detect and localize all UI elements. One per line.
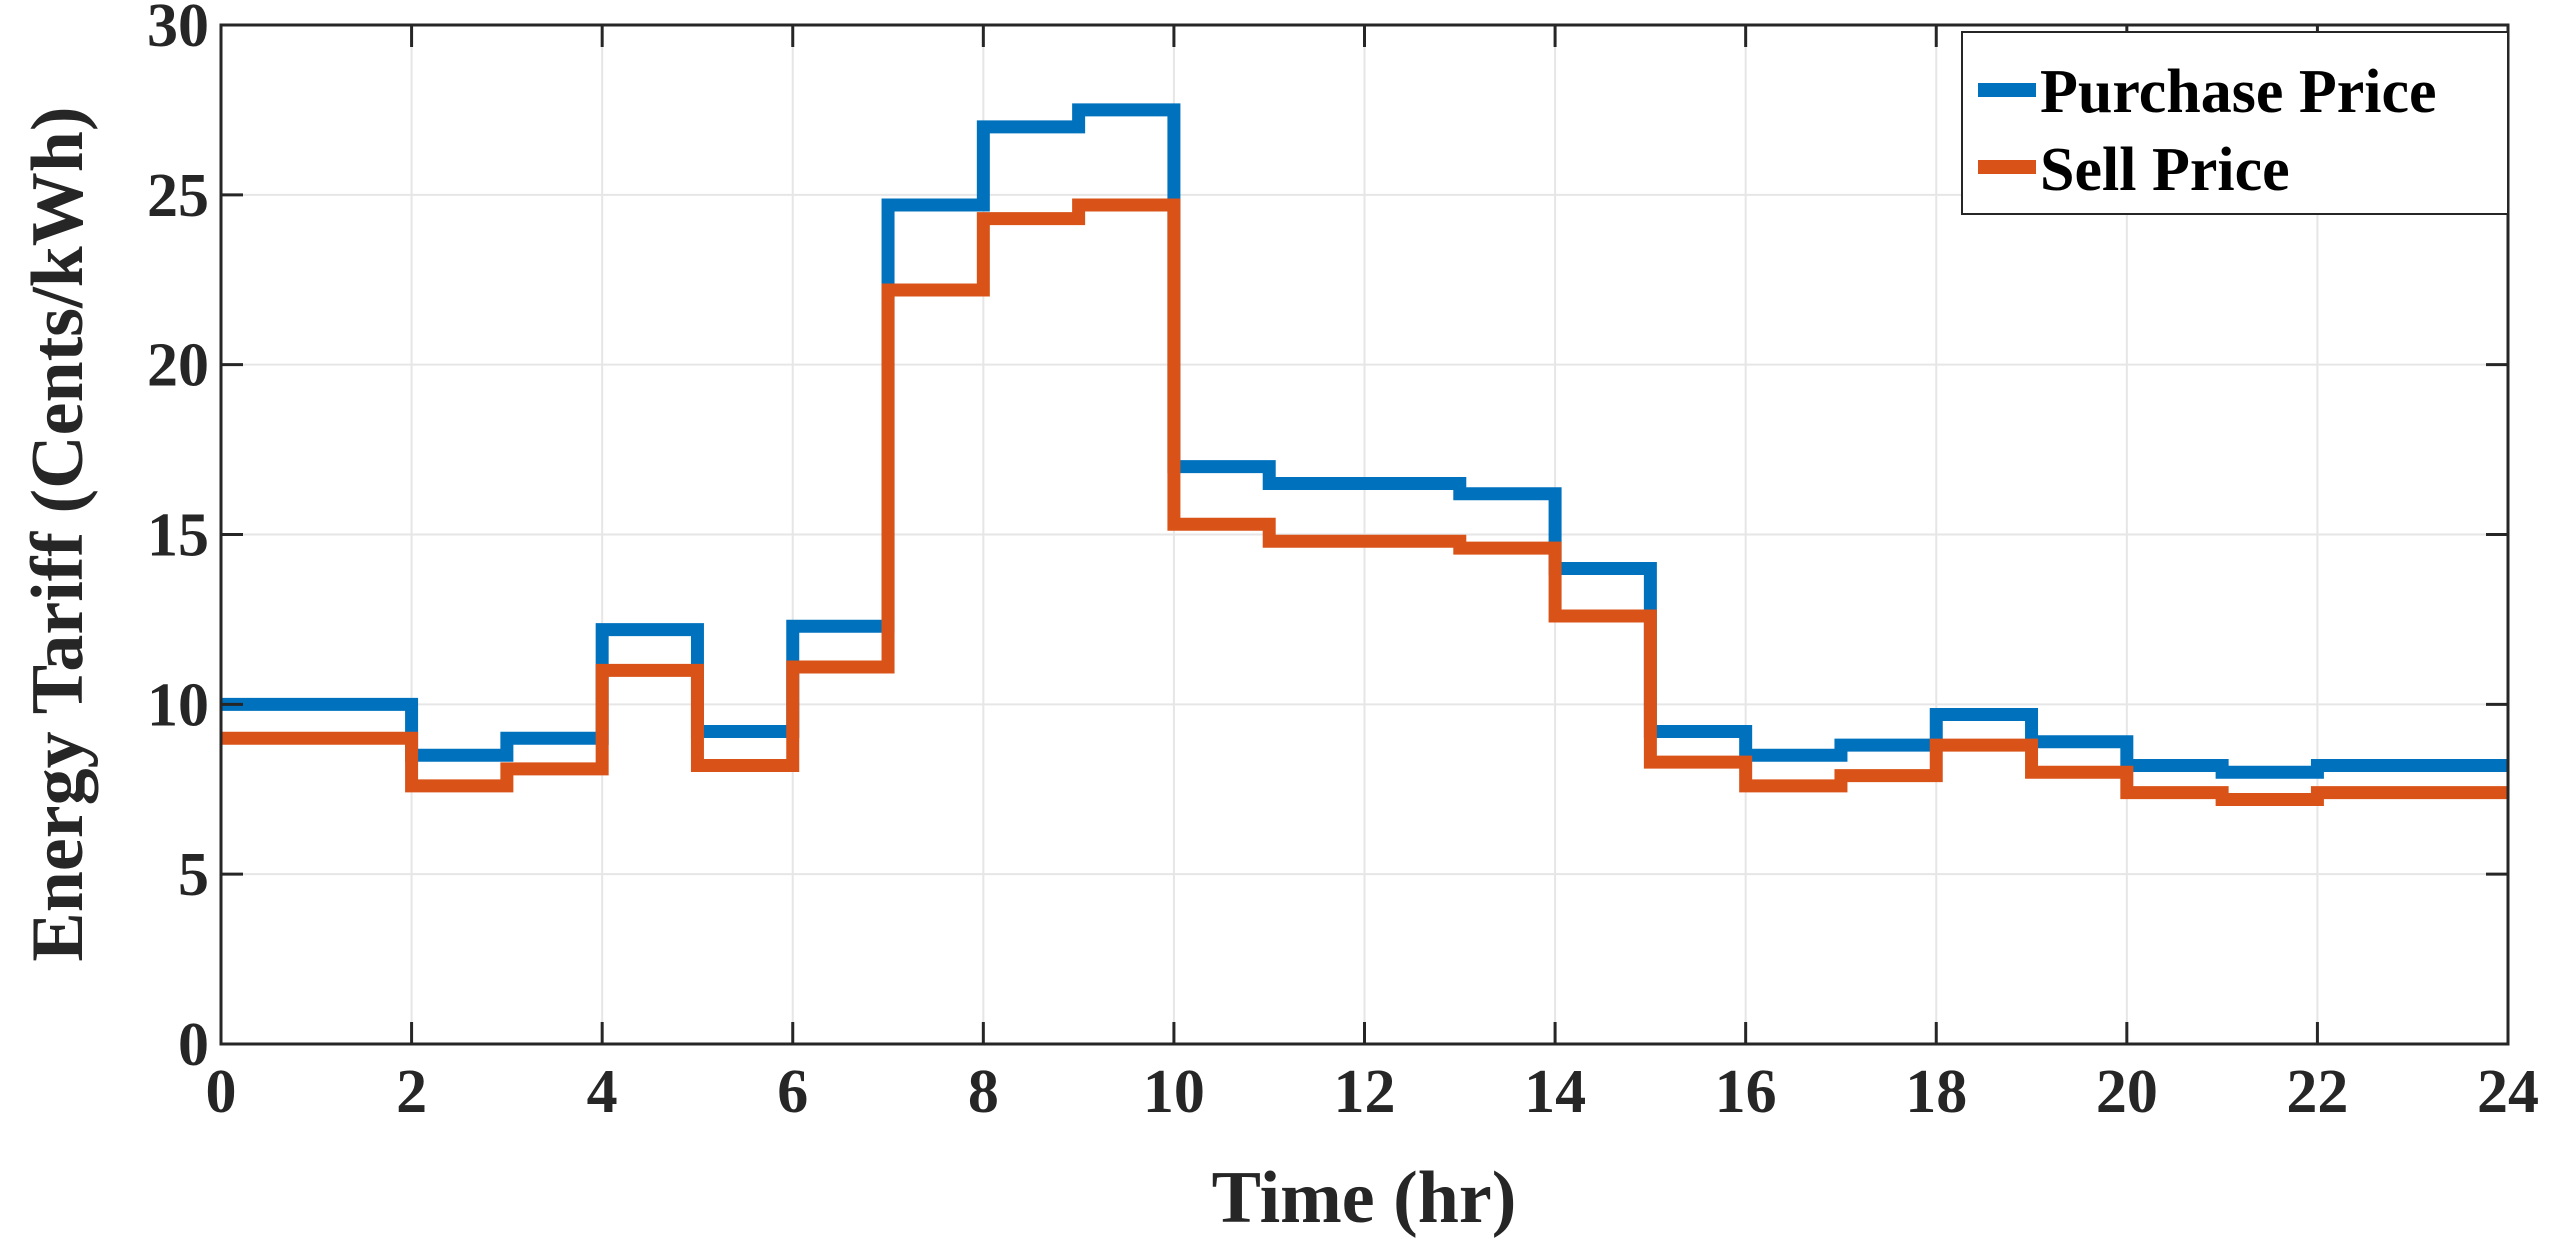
y-tick-label: 20 [147,332,209,400]
x-tick-label: 14 [1524,1058,1586,1126]
y-tick-label: 30 [147,0,209,60]
y-tick-label: 0 [178,1011,209,1079]
x-tick-labels: 0 2 4 6 8 10 12 14 16 18 20 22 24 [206,1058,2540,1126]
x-tick-label: 18 [1905,1058,1967,1126]
x-tick-label: 10 [1143,1058,1205,1126]
tick-marks [219,23,2510,1046]
x-axis-label: Time (hr) [1212,1157,1517,1239]
y-axis-label: Energy Tariff (Cents/kWh) [17,106,99,961]
x-tick-label: 8 [968,1058,999,1126]
x-tick-label: 24 [2477,1058,2539,1126]
series-group [221,103,2508,806]
y-tick-label: 25 [147,162,209,230]
legend-label-sell-price: Sell Price [2040,136,2290,204]
x-tick-label: 22 [2286,1058,2348,1126]
x-tick-label: 16 [1715,1058,1777,1126]
x-tick-label: 2 [396,1058,427,1126]
legend-label-purchase-price: Purchase Price [2040,58,2437,126]
y-tick-label: 5 [178,841,209,909]
legend: Purchase Price Sell Price [1961,31,2509,215]
legend-box [1961,31,2509,215]
x-tick-label: 6 [777,1058,808,1126]
x-tick-label: 0 [206,1058,237,1126]
series-line-purchase-price [221,103,2508,779]
x-tick-label: 4 [587,1058,618,1126]
y-tick-label: 15 [147,502,209,570]
y-tick-label: 10 [147,671,209,739]
y-tick-labels: 0 5 10 15 20 25 30 [147,0,209,1079]
x-tick-label: 20 [2096,1058,2158,1126]
x-tick-label: 12 [1334,1058,1396,1126]
series-line-sell-price [221,198,2508,806]
